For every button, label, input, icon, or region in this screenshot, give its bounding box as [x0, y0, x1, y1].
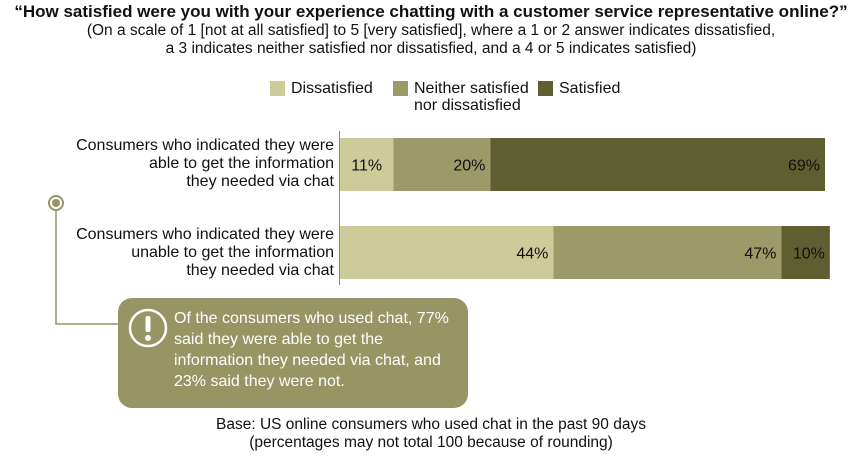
annotation-callout: Of the consumers who used chat, 77% said …	[118, 298, 468, 408]
data-label: 11%	[351, 158, 382, 175]
data-label: 10%	[793, 246, 825, 263]
category-label-able: Consumers who indicated they were able to…	[76, 137, 334, 190]
connector-line	[55, 211, 120, 325]
subtitle-line: a 3 indicates neither satisfied nor diss…	[165, 40, 697, 57]
bar-segment	[553, 226, 782, 279]
data-label: 69%	[788, 158, 820, 175]
base-note: Base: US online consumers who used chat …	[216, 416, 646, 451]
data-label: 44%	[516, 246, 548, 263]
bar-segment	[340, 226, 554, 279]
data-label: 47%	[744, 246, 776, 263]
legend-label: Satisfied	[559, 80, 621, 97]
subtitle-line: (On a scale of 1 [not at all satisfied] …	[86, 22, 776, 39]
bar-segment	[340, 138, 394, 191]
legend-swatch	[538, 81, 553, 96]
connector-dot-inner	[52, 199, 60, 207]
exclamation-icon	[128, 308, 168, 348]
legend-swatch	[393, 81, 408, 96]
chart-subtitle: (On a scale of 1 [not at all satisfied] …	[0, 22, 862, 58]
bar-segment	[490, 138, 825, 191]
data-label: 20%	[453, 158, 485, 175]
legend-label: Neither satisfied nor dissatisfied	[414, 80, 529, 114]
chart-title: “How satisfied were you with your experi…	[14, 2, 848, 21]
bar-segment	[393, 138, 491, 191]
bar-segment	[781, 226, 830, 279]
annotation-text: Of the consumers who used chat, 77% said …	[174, 310, 449, 390]
legend-label: Dissatisfied	[291, 80, 373, 97]
category-label-unable: Consumers who indicated they were unable …	[76, 226, 334, 279]
legend-swatch	[270, 81, 285, 96]
